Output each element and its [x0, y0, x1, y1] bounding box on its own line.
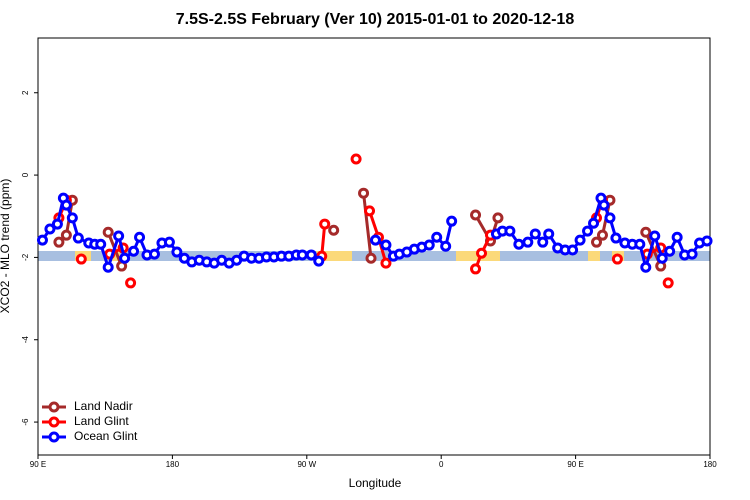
point: [358, 187, 370, 199]
point: [662, 277, 674, 289]
point: [350, 153, 362, 165]
legend-marker: [48, 431, 60, 443]
point: [319, 218, 331, 230]
legend-label: Land Glint: [74, 414, 129, 428]
y-axis-label: XCO2 - MLO trend (ppm): [0, 179, 12, 314]
point: [611, 253, 623, 265]
point: [36, 234, 48, 246]
point: [529, 228, 541, 240]
point: [591, 236, 603, 248]
point: [60, 199, 72, 211]
point: [671, 231, 683, 243]
point: [95, 238, 107, 250]
y-tick-label: -2: [21, 253, 30, 261]
y-tick-label: 0: [21, 172, 30, 177]
legend-label: Ocean Glint: [74, 429, 138, 443]
point: [604, 212, 616, 224]
point: [51, 218, 63, 230]
point: [148, 248, 160, 260]
legend-marker: [48, 416, 60, 428]
point: [75, 253, 87, 265]
point: [328, 224, 340, 236]
point: [163, 236, 175, 248]
point: [364, 205, 376, 217]
plot-frame: [37, 37, 711, 456]
point: [492, 212, 504, 224]
land-band: [316, 251, 352, 261]
x-tick-label: 180: [703, 460, 717, 469]
point: [596, 229, 608, 241]
x-tick-label: 90 E: [30, 460, 46, 469]
point: [567, 244, 579, 256]
point: [543, 228, 555, 240]
point: [470, 263, 482, 275]
point: [102, 261, 114, 273]
point: [701, 235, 713, 247]
y-tick-label: -6: [21, 418, 30, 426]
point: [134, 231, 146, 243]
point: [60, 229, 72, 241]
point: [431, 231, 443, 243]
point: [664, 245, 676, 257]
point: [476, 247, 488, 259]
legend-label: Land Nadir: [74, 399, 133, 413]
point: [423, 239, 435, 251]
point: [649, 230, 661, 242]
point: [380, 239, 392, 251]
point: [522, 236, 534, 248]
point: [440, 240, 452, 252]
point: [53, 236, 65, 248]
point: [128, 245, 140, 257]
x-tick-label: 90 E: [567, 460, 583, 469]
point: [588, 217, 600, 229]
land-band: [110, 251, 120, 261]
point: [72, 232, 84, 244]
point: [598, 199, 610, 211]
x-axis-label: Longitude: [349, 476, 402, 490]
x-tick-label: 90 W: [297, 460, 316, 469]
point: [574, 234, 586, 246]
point: [446, 215, 458, 227]
point: [640, 226, 652, 238]
point: [686, 248, 698, 260]
y-tick-label: -4: [21, 336, 30, 344]
point: [102, 226, 114, 238]
point: [365, 252, 377, 264]
x-tick-label: 180: [166, 460, 180, 469]
point: [296, 249, 308, 261]
point: [125, 277, 137, 289]
point: [119, 252, 131, 264]
point: [113, 230, 125, 242]
point: [470, 209, 482, 221]
point: [656, 252, 668, 264]
point: [313, 255, 325, 267]
point: [369, 234, 381, 246]
point: [537, 236, 549, 248]
legend-marker: [48, 401, 60, 413]
point: [640, 261, 652, 273]
point: [305, 249, 317, 261]
point: [513, 238, 525, 250]
point: [380, 257, 392, 269]
land-band: [588, 251, 600, 261]
point: [634, 238, 646, 250]
point: [582, 225, 594, 237]
point: [504, 225, 516, 237]
point: [171, 246, 183, 258]
point: [44, 223, 56, 235]
point: [610, 232, 622, 244]
point: [66, 212, 78, 224]
x-tick-label: 0: [439, 460, 444, 469]
y-tick-label: 2: [21, 90, 30, 95]
chart-title: 7.5S-2.5S February (Ver 10) 2015-01-01 t…: [176, 11, 575, 28]
